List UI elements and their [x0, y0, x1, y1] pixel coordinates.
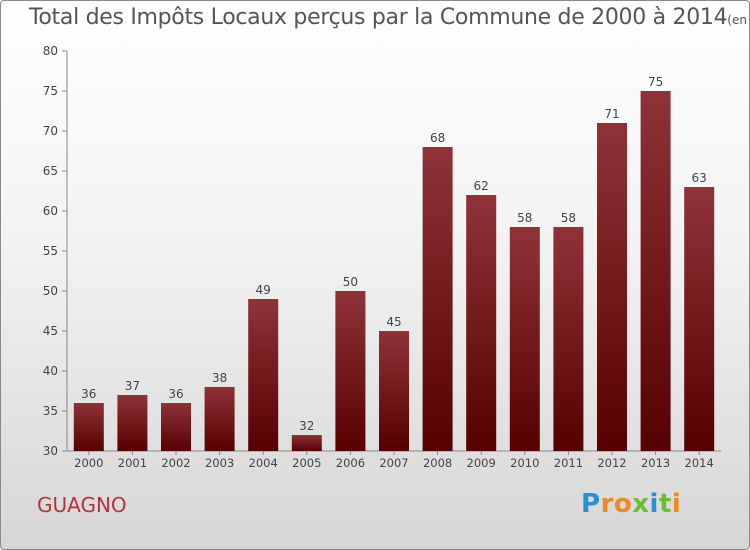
bar-value-label: 49 [256, 283, 271, 297]
proxiti-logo[interactable]: Proxiti [581, 489, 681, 519]
bar-value-label: 63 [692, 171, 707, 185]
bar-value-label: 75 [648, 75, 663, 89]
bar-value-label: 38 [212, 371, 227, 385]
y-tick-label: 30 [43, 444, 58, 458]
y-tick-label: 45 [43, 324, 58, 338]
bar-value-label: 50 [343, 275, 358, 289]
x-tick-label: 2009 [467, 456, 496, 470]
bar [422, 147, 453, 451]
y-tick-label: 40 [43, 364, 58, 378]
bar [335, 291, 366, 451]
bar-value-label: 36 [168, 387, 183, 401]
bar-value-label: 45 [386, 315, 401, 329]
logo-letter: o [613, 489, 633, 519]
bar [684, 187, 715, 451]
logo-letter: P [581, 489, 601, 519]
bar-value-label: 71 [604, 107, 619, 121]
bar-value-label: 62 [474, 179, 489, 193]
bar-value-label: 37 [125, 379, 140, 393]
bar-value-label: 58 [561, 211, 576, 225]
bar [640, 91, 671, 451]
logo-letter: i [671, 489, 682, 519]
x-tick-label: 2005 [292, 456, 321, 470]
commune-name: GUAGNO [37, 493, 127, 517]
chart-title-unit: (en milliers d'€) [727, 13, 749, 27]
chart-title: Total des Impôts Locaux perçus par la Co… [29, 5, 749, 30]
x-tick-label: 2004 [249, 456, 278, 470]
bar [248, 299, 279, 451]
y-tick-label: 55 [43, 244, 58, 258]
logo-letter: x [632, 489, 650, 519]
x-tick-label: 2002 [161, 456, 190, 470]
x-tick-label: 2011 [554, 456, 583, 470]
x-tick-label: 2006 [336, 456, 365, 470]
logo-letter: r [600, 489, 614, 519]
x-tick-label: 2000 [74, 456, 103, 470]
y-tick-label: 50 [43, 284, 58, 298]
bar [117, 395, 148, 451]
bar-value-label: 36 [81, 387, 96, 401]
logo-letter: i [649, 489, 659, 519]
y-tick-label: 70 [43, 124, 58, 138]
y-tick-label: 80 [43, 44, 58, 58]
bar [161, 403, 191, 451]
bar-value-label: 58 [517, 211, 532, 225]
bar-value-label: 32 [299, 419, 314, 433]
bar [553, 227, 584, 451]
x-tick-label: 2012 [597, 456, 626, 470]
y-tick-label: 65 [43, 164, 58, 178]
x-tick-label: 2014 [685, 456, 714, 470]
bar [466, 195, 497, 451]
bar-value-label: 68 [430, 131, 445, 145]
logo-letter: t [658, 489, 672, 519]
x-tick-label: 2010 [510, 456, 539, 470]
bar [204, 387, 235, 451]
bar [73, 403, 104, 451]
bar [291, 435, 322, 451]
x-tick-label: 2013 [641, 456, 670, 470]
y-tick-label: 75 [43, 84, 58, 98]
bar [597, 123, 627, 451]
x-tick-label: 2008 [423, 456, 452, 470]
x-tick-label: 2007 [379, 456, 408, 470]
x-tick-label: 2003 [205, 456, 234, 470]
bar [379, 331, 409, 451]
y-tick-label: 60 [43, 204, 58, 218]
bar [509, 227, 540, 451]
x-tick-label: 2001 [118, 456, 147, 470]
y-tick-label: 35 [43, 404, 58, 418]
